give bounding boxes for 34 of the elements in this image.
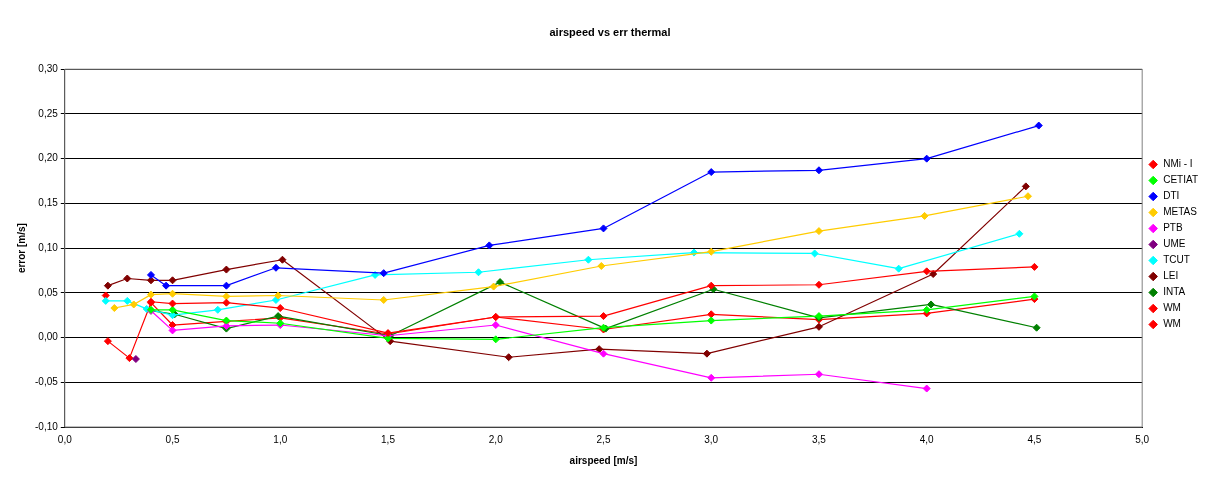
x-tick-label: 0,0 [57,433,73,445]
legend-label: LEI [1163,270,1179,282]
legend-label: CETIAT [1163,174,1199,186]
chart-title: airspeed vs err thermal [549,25,671,38]
y-tick-label: -0,05 [35,376,59,388]
y-tick-label: 0,25 [38,107,59,119]
y-tick-label: 0,00 [38,331,59,343]
legend-label: METAS [1163,206,1198,218]
x-tick-label: 5,0 [1135,433,1150,445]
legend-label: TCUT [1163,254,1190,266]
legend-label: WM [1163,302,1181,314]
y-tick-label: 0,10 [38,241,59,253]
legend-label: WM [1163,318,1181,330]
x-tick-label: 3,5 [812,433,827,445]
x-tick-label: 3,0 [704,433,719,445]
x-tick-label: 1,5 [381,433,396,445]
y-tick-label: 0,15 [38,197,59,209]
x-tick-label: 0,5 [165,433,180,445]
x-tick-label: 2,5 [596,433,611,445]
x-tick-label: 4,0 [919,433,935,445]
legend-label: DTI [1163,190,1180,202]
legend-label: UME [1163,238,1186,250]
x-tick-label: 1,0 [273,433,288,445]
legend-label: NMi - I [1163,158,1193,170]
legend-label: PTB [1163,222,1183,234]
y-tick-label: 0,05 [38,286,59,298]
x-axis-title: airspeed [m/s] [569,454,638,466]
y-tick-label: 0,30 [38,62,59,74]
y-axis-title: error [m/s] [15,223,27,274]
x-tick-label: 4,5 [1027,433,1042,445]
y-tick-label: 0,20 [38,152,59,164]
x-tick-label: 2,0 [488,433,504,445]
legend-label: INTA [1163,286,1186,298]
y-tick-label: -0,10 [35,420,59,432]
